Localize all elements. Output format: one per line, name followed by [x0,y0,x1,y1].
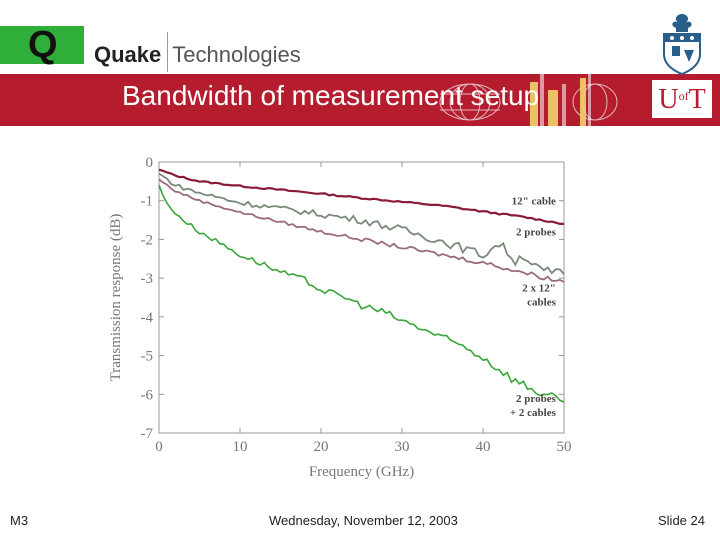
footer-date: Wednesday, November 12, 2003 [269,513,458,528]
series-line-2 [158,172,565,275]
series-line-1 [158,168,564,225]
y-axis-label: Transmission response (dB) [108,214,124,382]
y-tick-label: -6 [141,387,154,403]
title-band [0,74,720,126]
y-tick-label: -5 [141,349,154,365]
quake-q-logo-icon: Q [0,24,84,66]
footer-left: M3 [10,513,29,528]
x-tick-label: 0 [155,439,163,455]
x-tick-label: 50 [557,439,572,455]
footer-slide-number: Slide 24 [658,513,705,528]
slide-title: Bandwidth of measurement setup [122,80,540,111]
y-tick-label: -4 [141,310,154,326]
x-tick-label: 20 [314,439,329,455]
series-annotation-2: 2 probes [516,227,557,239]
plot-frame [158,161,565,434]
brand-name: Quake Technologies [94,32,301,72]
x-tick-label: 40 [476,439,491,455]
y-tick-label: -2 [141,232,154,248]
series-annotation-4: 2 probes + 2 cables [510,393,557,419]
series-line-4 [158,184,565,403]
series-line-3 [158,178,565,283]
transmission-response-chart: 0 10 20 30 40 50 0 -1 -2 -3 -4 -5 -6 -7 Frequency (GHz… [108,155,572,480]
plot-area: 0 10 20 30 40 50 0 -1 -2 -3 -4 -5 -6 -7 Frequency (GHz… [108,155,572,480]
y-tick-label: -1 [141,194,154,210]
ut-logo-text: UofT [658,84,706,115]
x-tick-label: 10 [233,439,248,455]
y-tick-label: -3 [141,271,154,287]
series-annotation-3: 2 x 12" cables [522,283,556,309]
ut-logo: UofT [652,80,712,118]
university-crest-icon [663,14,701,76]
brand-name-bold: Quake [94,42,162,67]
x-axis-label: Frequency (GHz) [309,464,414,480]
y-tick-label: 0 [146,155,154,171]
brand-name-light: Technologies [172,42,301,67]
series-annotation-1: 12" cable [512,196,556,208]
y-tick-label: -7 [141,426,154,442]
band-pattern-decoration [439,74,618,126]
x-tick-label: 30 [395,439,410,455]
